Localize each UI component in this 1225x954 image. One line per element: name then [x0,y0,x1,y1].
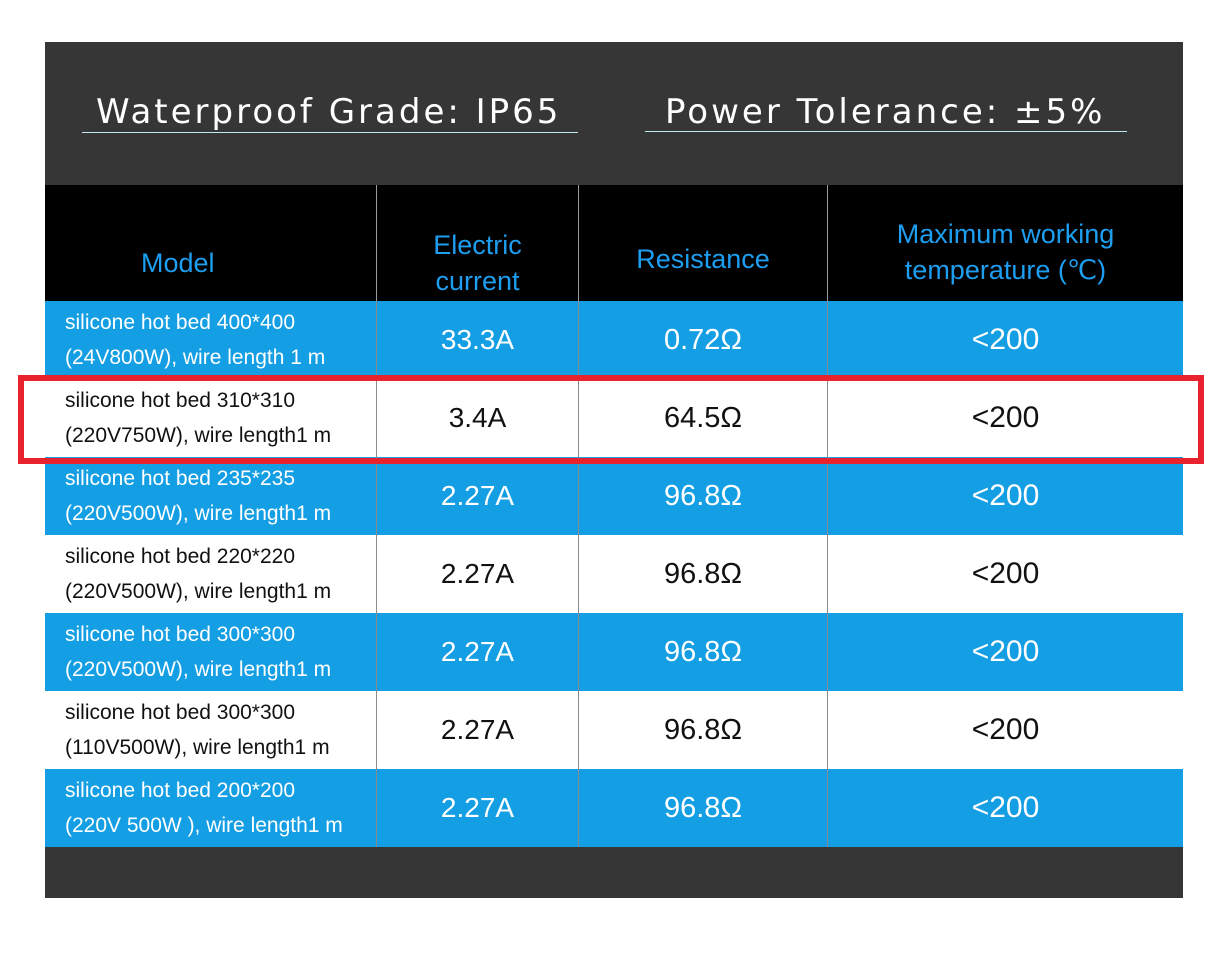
resistance-cell: 0.72Ω [579,301,828,379]
temperature-cell: <200 [828,457,1183,535]
waterproof-underline [82,132,578,133]
temperature-cell: <200 [828,691,1183,769]
current-cell: 2.27A [377,691,579,769]
temperature-cell: <200 [828,301,1183,379]
header-temperature: Maximum working temperature (℃) [828,185,1183,301]
model-line1: silicone hot bed 300*300 [65,701,296,724]
model-line1: silicone hot bed 310*310 [65,389,296,412]
temperature-cell: <200 [828,769,1183,847]
model-line1: silicone hot bed 400*400 [65,311,296,334]
current-cell: 33.3A [377,301,579,379]
waterproof-grade: Waterproof Grade: IP65 [96,92,562,132]
model-line2: (24V800W), wire length 1 m [65,346,326,369]
model-cell: silicone hot bed 220*220 (220V500W), wire… [45,535,377,613]
model-cell: silicone hot bed 235*235 (220V500W), wire… [45,457,377,535]
header-current-line1: Electric [433,230,522,260]
resistance-cell: 96.8Ω [579,613,828,691]
current-cell: 2.27A [377,613,579,691]
resistance-cell: 96.8Ω [579,691,828,769]
model-cell: silicone hot bed 310*310 (220V750W), wire… [45,379,377,457]
header-current: Electric current [377,185,579,301]
temperature-cell: <200 [828,613,1183,691]
model-cell: silicone hot bed 400*400 (24V800W), wire … [45,301,377,379]
model-line1: silicone hot bed 200*200 [65,779,296,802]
model-line1: silicone hot bed 220*220 [65,545,296,568]
temperature-cell: <200 [828,379,1183,457]
resistance-cell: 64.5Ω [579,379,828,457]
current-cell: 3.4A [377,379,579,457]
model-line2: (220V500W), wire length1 m [65,580,332,603]
tolerance-underline [645,131,1127,132]
power-tolerance: Power Tolerance: ±5% [665,92,1106,132]
model-line2: (220V500W), wire length1 m [65,502,332,525]
header-resistance: Resistance [579,185,828,301]
model-line1: silicone hot bed 235*235 [65,467,296,490]
model-line2: (220V 500W ), wire length1 m [65,814,343,837]
model-line2: (220V500W), wire length1 m [65,658,332,681]
spec-table: Model Electric current Resistance Maximu… [45,185,1183,847]
model-cell: silicone hot bed 300*300 (110V500W), wire… [45,691,377,769]
resistance-cell: 96.8Ω [579,457,828,535]
model-line2: (110V500W), wire length1 m [65,736,330,759]
header-temp-line2: temperature (℃) [904,255,1107,285]
spec-banner: Waterproof Grade: IP65 Power Tolerance: … [45,42,1183,185]
temperature-cell: <200 [828,535,1183,613]
header-temp-line1: Maximum working [896,219,1115,249]
model-cell: silicone hot bed 200*200 (220V 500W ), wi… [45,769,377,847]
spec-panel: Waterproof Grade: IP65 Power Tolerance: … [45,42,1183,898]
model-line1: silicone hot bed 300*300 [65,623,296,646]
current-cell: 2.27A [377,535,579,613]
resistance-cell: 96.8Ω [579,535,828,613]
model-line2: (220V750W), wire length1 m [65,424,332,447]
current-cell: 2.27A [377,457,579,535]
model-cell: silicone hot bed 300*300 (220V500W), wire… [45,613,377,691]
current-cell: 2.27A [377,769,579,847]
header-model: Model [45,185,377,301]
header-current-line2: current [435,266,520,296]
resistance-cell: 96.8Ω [579,769,828,847]
